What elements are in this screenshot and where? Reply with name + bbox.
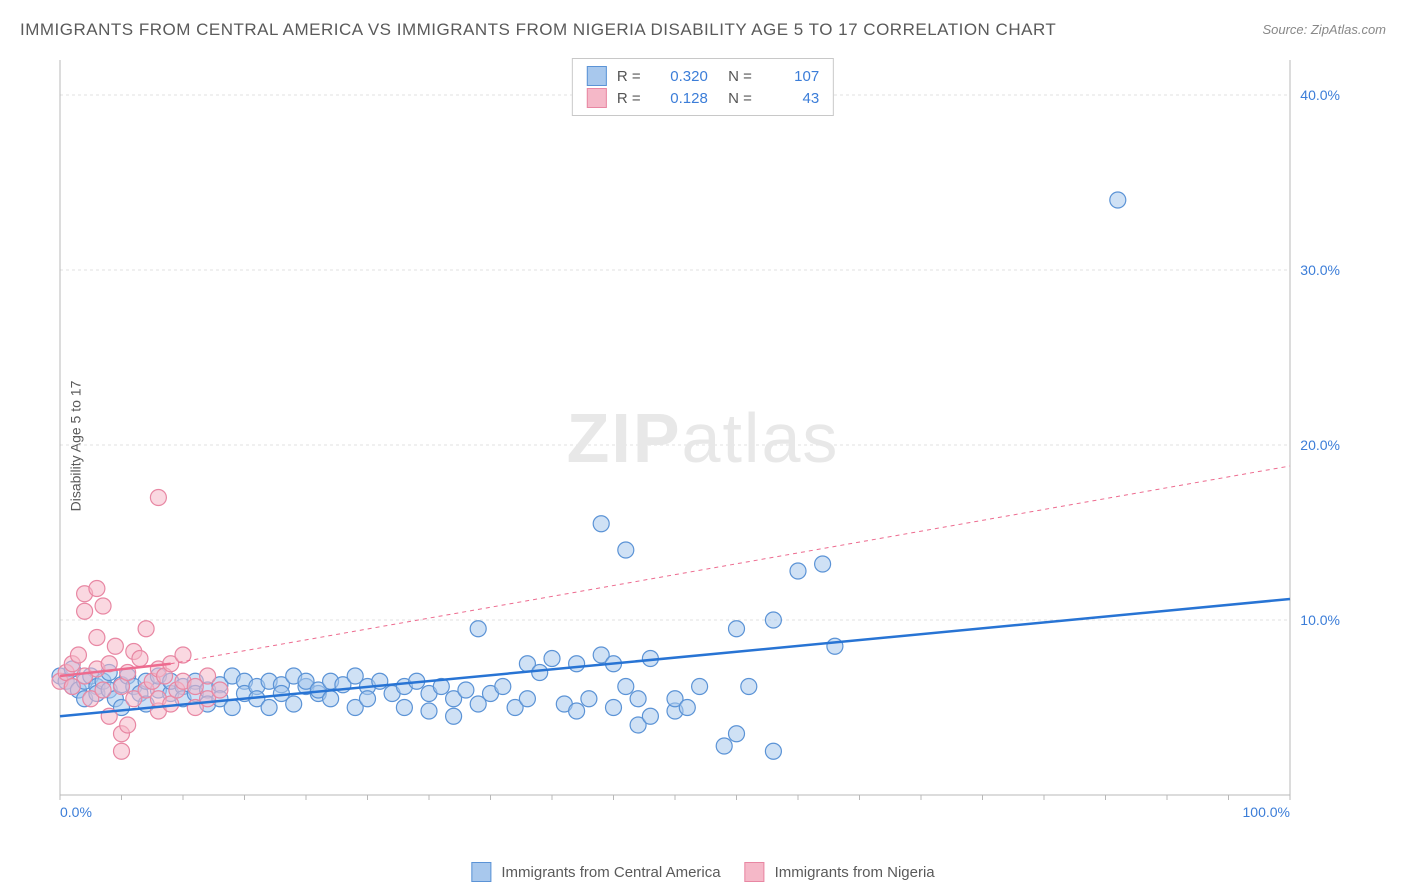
r-label: R = [617, 68, 647, 85]
r-label: R = [617, 90, 647, 107]
legend-item: Immigrants from Central America [471, 862, 720, 882]
legend-label: Immigrants from Central America [501, 864, 720, 881]
stats-row: R = 0.128 N = 43 [587, 88, 819, 108]
stats-row: R = 0.320 N = 107 [587, 66, 819, 86]
chart-area: 10.0% 20.0% 30.0% 40.0% 0.0% 100.0% [50, 55, 1340, 825]
svg-text:40.0%: 40.0% [1300, 87, 1340, 103]
n-label: N = [728, 90, 758, 107]
n-value: 43 [764, 90, 819, 107]
r-value: 0.128 [653, 90, 708, 107]
correlation-stats-box: R = 0.320 N = 107 R = 0.128 N = 43 [572, 58, 834, 116]
legend-label: Immigrants from Nigeria [775, 864, 935, 881]
scatter-chart-svg: 10.0% 20.0% 30.0% 40.0% 0.0% 100.0% [50, 55, 1340, 825]
svg-text:0.0%: 0.0% [60, 804, 92, 820]
svg-text:10.0%: 10.0% [1300, 612, 1340, 628]
n-value: 107 [764, 68, 819, 85]
svg-text:30.0%: 30.0% [1300, 262, 1340, 278]
n-label: N = [728, 68, 758, 85]
legend-swatch [587, 88, 607, 108]
chart-title: IMMIGRANTS FROM CENTRAL AMERICA VS IMMIG… [20, 20, 1056, 40]
source-attribution: Source: ZipAtlas.com [1262, 22, 1386, 37]
series-legend: Immigrants from Central America Immigrant… [471, 862, 934, 882]
svg-text:20.0%: 20.0% [1300, 437, 1340, 453]
svg-text:100.0%: 100.0% [1243, 804, 1290, 820]
legend-swatch [587, 66, 607, 86]
legend-swatch [471, 862, 491, 882]
legend-item: Immigrants from Nigeria [745, 862, 935, 882]
legend-swatch [745, 862, 765, 882]
r-value: 0.320 [653, 68, 708, 85]
